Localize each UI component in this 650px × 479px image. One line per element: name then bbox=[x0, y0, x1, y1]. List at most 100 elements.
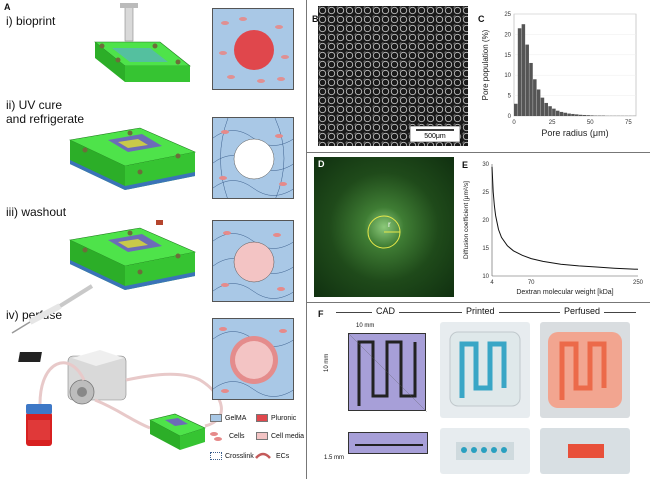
hist-bar bbox=[582, 114, 587, 116]
schematic-uv-cure bbox=[212, 117, 294, 199]
hist-bar bbox=[567, 113, 571, 116]
printed-side-photo bbox=[440, 428, 530, 474]
hist-ytick: 20 bbox=[504, 32, 511, 38]
cells-icon bbox=[210, 432, 222, 441]
fourier-image: r bbox=[314, 157, 454, 297]
hist-bar bbox=[544, 102, 549, 116]
hist-bar bbox=[590, 115, 594, 116]
perfused-side-drawing bbox=[568, 444, 604, 458]
schematic-bioprint-drawing bbox=[219, 17, 289, 83]
printed-top-drawing bbox=[449, 331, 521, 407]
scale-bar-label: 500μm bbox=[424, 133, 446, 140]
step-uv-cure-label: ii) UV cure and refrigerate bbox=[6, 98, 85, 126]
hist-xtick: 25 bbox=[549, 120, 556, 126]
line-xtick: 4 bbox=[490, 280, 494, 286]
device-washout bbox=[11, 220, 196, 334]
hist-bar bbox=[563, 112, 568, 116]
panel-a: A i) bioprint ii) UV cure and refrigerat… bbox=[0, 0, 306, 479]
hist-xtick: 50 bbox=[587, 120, 594, 126]
line-xlabel: Dextran molecular weight [kDa] bbox=[516, 289, 613, 296]
legend-gelma-label: GelMA bbox=[225, 415, 247, 422]
legend-pluronic-label: Pluronic bbox=[271, 415, 297, 422]
hist-ytick: 15 bbox=[504, 53, 511, 59]
legend-pluronic-swatch bbox=[256, 414, 268, 422]
panel-d-label: D bbox=[318, 159, 325, 169]
legend-cell-media-swatch bbox=[256, 432, 268, 440]
perfused-top-drawing bbox=[548, 332, 622, 408]
header-cad: CAD bbox=[372, 306, 400, 316]
hist-ytick: 5 bbox=[508, 94, 512, 100]
schematic-perfuse-drawing bbox=[213, 327, 293, 397]
hist-xtick: 75 bbox=[625, 120, 632, 126]
hist-bar bbox=[529, 62, 533, 116]
hist-bar bbox=[540, 97, 545, 116]
header-perfused: Perfused bbox=[560, 306, 605, 316]
device-bioprint bbox=[94, 3, 191, 82]
hist-xtick: 0 bbox=[512, 120, 516, 126]
cad-side-channel bbox=[355, 444, 423, 446]
panel-f-label: F bbox=[318, 309, 324, 319]
hist-ytick: 10 bbox=[504, 73, 511, 79]
panel-e-label: E bbox=[462, 160, 469, 170]
panel-b-label: B bbox=[312, 14, 319, 24]
diffusion-line-chart: 10 15 20 25 30 4 70 250 Dextran molecular weight… bbox=[463, 162, 644, 296]
line-xtick: 250 bbox=[633, 280, 644, 286]
line-ytick: 20 bbox=[482, 218, 489, 224]
radius-label: r bbox=[388, 220, 391, 229]
device-illustrations bbox=[11, 3, 223, 450]
printed-top-photo bbox=[440, 322, 530, 418]
line-ytick: 30 bbox=[482, 162, 489, 168]
legend-cells-label: Cells bbox=[229, 433, 245, 440]
hist-bar bbox=[575, 114, 579, 116]
hist-bar bbox=[578, 114, 583, 116]
device-perfuse bbox=[18, 350, 223, 450]
schematic-perfuse bbox=[212, 318, 294, 400]
device-uv-cure bbox=[69, 127, 196, 190]
hist-ylabel: Pore population (%) bbox=[481, 29, 490, 100]
header-printed: Printed bbox=[462, 306, 499, 316]
schematic-washout bbox=[212, 220, 294, 302]
ecs-icon bbox=[255, 452, 271, 459]
hist-bar bbox=[521, 24, 526, 117]
cad-side-view bbox=[348, 432, 428, 454]
divider-vertical bbox=[306, 0, 307, 479]
hist-bar bbox=[552, 108, 556, 116]
crosslink-icon bbox=[210, 452, 222, 460]
schematic-uv-cure-drawing bbox=[213, 118, 293, 198]
hist-xlabel: Pore radius (μm) bbox=[541, 128, 608, 138]
hist-bar bbox=[517, 28, 522, 117]
cad-height-label: 10 mm bbox=[324, 353, 330, 372]
line-xtick: 70 bbox=[528, 280, 535, 286]
pore-histogram: 0 5 10 15 20 25 0 25 50 75 Pore radius (μm) Pore po… bbox=[481, 12, 637, 138]
hist-bar bbox=[559, 111, 564, 116]
step-bioprint-label: i) bioprint bbox=[6, 14, 56, 28]
hist-bar bbox=[514, 103, 518, 116]
legend-ecs-label: ECs bbox=[276, 453, 290, 460]
hist-bar bbox=[525, 44, 529, 116]
hist-ytick: 0 bbox=[508, 114, 512, 120]
step-washout-label: iii) washout bbox=[6, 205, 67, 219]
cad-channel-drawing bbox=[348, 333, 428, 413]
line-ylabel: Diffusion coefficient [μm²/s] bbox=[463, 181, 470, 259]
panel-c-label: C bbox=[478, 14, 485, 24]
panel-a-label: A bbox=[4, 2, 11, 12]
perfused-top-photo bbox=[540, 322, 630, 418]
sem-image: 500μm bbox=[318, 6, 468, 146]
cad-top-view bbox=[348, 333, 428, 413]
divider-h1 bbox=[306, 152, 650, 153]
hist-bar bbox=[533, 79, 537, 116]
schematic-washout-drawing bbox=[213, 231, 293, 299]
schematic-bioprint bbox=[212, 8, 294, 90]
fourier-overlay bbox=[367, 215, 401, 249]
divider-h2 bbox=[306, 302, 650, 303]
hist-bar bbox=[586, 115, 590, 116]
sem-texture bbox=[318, 6, 468, 146]
printed-side-drawing bbox=[456, 442, 514, 460]
cad-thickness-label: 1.5 mm bbox=[324, 455, 345, 461]
line-ytick: 10 bbox=[482, 274, 489, 280]
line-ytick: 25 bbox=[482, 190, 489, 196]
hist-bar bbox=[571, 113, 575, 116]
diffusion-curve bbox=[491, 166, 639, 270]
legend-crosslink-label: Crosslink bbox=[225, 453, 254, 460]
hist-bar bbox=[536, 89, 541, 116]
